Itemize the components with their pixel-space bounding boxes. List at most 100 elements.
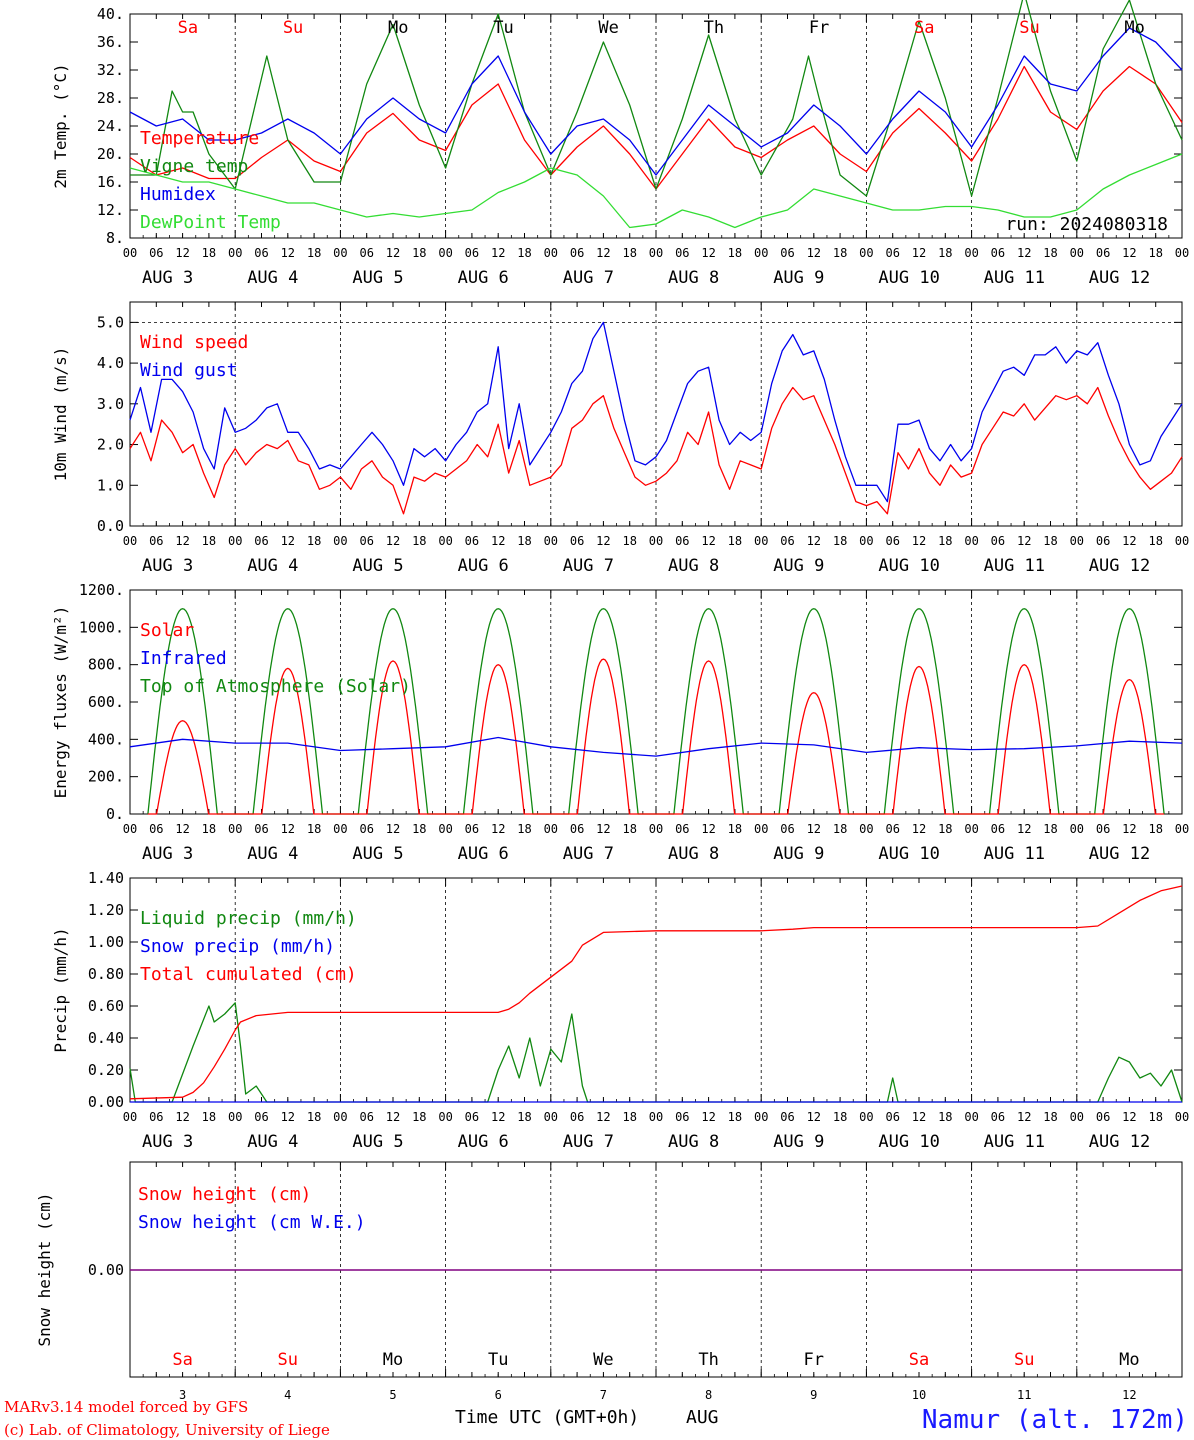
weekday-label: We	[598, 18, 618, 38]
y-tick-label: 0.00	[88, 1261, 124, 1279]
weekday-label: Sa	[914, 18, 934, 38]
hour-tick-label: 00	[123, 822, 137, 836]
day-number-label: 7	[600, 1388, 607, 1402]
hour-tick-label: 06	[885, 822, 899, 836]
day-date-label: AUG 5	[352, 1132, 403, 1152]
hour-tick-label: 06	[1096, 822, 1110, 836]
hour-tick-label: 06	[1096, 534, 1110, 548]
hour-tick-label: 00	[123, 534, 137, 548]
weekday-label: Su	[283, 18, 303, 38]
location-label: Namur (alt. 172m)	[922, 1405, 1188, 1435]
hour-tick-label: 12	[807, 1110, 821, 1124]
day-date-label: AUG 10	[878, 556, 939, 576]
day-date-label: AUG 3	[142, 1132, 193, 1152]
y-tick-label: 0.80	[88, 965, 124, 983]
hour-tick-label: 18	[728, 822, 742, 836]
y-tick-label: 12.	[97, 201, 124, 219]
model-credit: MARv3.14 model forced by GFS	[4, 1398, 248, 1416]
day-date-label: AUG 6	[458, 556, 509, 576]
hour-tick-label: 12	[281, 246, 295, 260]
hour-tick-label: 06	[149, 246, 163, 260]
day-date-label: AUG 10	[878, 268, 939, 288]
hour-tick-label: 00	[123, 246, 137, 260]
day-number-label: 9	[810, 1388, 817, 1402]
day-number-label: 3	[179, 1388, 186, 1402]
hour-tick-label: 00	[544, 822, 558, 836]
hour-tick-label: 18	[728, 534, 742, 548]
hour-tick-label: 00	[859, 246, 873, 260]
day-date-label: AUG 4	[247, 556, 298, 576]
hour-tick-label: 06	[991, 534, 1005, 548]
hour-tick-label: 06	[675, 246, 689, 260]
day-date-label: AUG 10	[878, 844, 939, 864]
hour-tick-label: 18	[517, 822, 531, 836]
hour-tick-label: 12	[807, 534, 821, 548]
hour-tick-label: 06	[780, 822, 794, 836]
weekday-label: Sa	[178, 18, 198, 38]
series-wind-gust	[129, 321, 1183, 503]
hour-tick-label: 12	[1122, 1110, 1136, 1124]
y-tick-label: 8.	[106, 229, 124, 247]
hour-tick-label: 12	[281, 1110, 295, 1124]
hour-tick-label: 12	[1017, 246, 1031, 260]
day-number-label: 10	[912, 1388, 926, 1402]
day-date-label: AUG 11	[984, 268, 1045, 288]
hour-tick-label: 06	[885, 534, 899, 548]
day-date-label: AUG 8	[668, 268, 719, 288]
day-date-label: AUG 8	[668, 844, 719, 864]
hour-tick-label: 12	[175, 246, 189, 260]
hour-tick-label: 06	[780, 246, 794, 260]
day-date-label: AUG 5	[352, 268, 403, 288]
hour-tick-label: 00	[754, 534, 768, 548]
y-tick-label: 36.	[97, 33, 124, 51]
hour-tick-label: 00	[333, 822, 347, 836]
day-date-label: AUG 3	[142, 268, 193, 288]
series-total-cumulated-cm-	[129, 885, 1183, 1100]
hour-tick-label: 06	[149, 1110, 163, 1124]
hour-tick-label: 00	[228, 246, 242, 260]
hour-tick-label: 12	[701, 246, 715, 260]
hour-tick-label: 00	[859, 534, 873, 548]
hour-tick-label: 12	[807, 822, 821, 836]
day-date-label: AUG 6	[458, 268, 509, 288]
hour-tick-label: 00	[964, 534, 978, 548]
legend-temperature: Temperature	[140, 128, 259, 149]
legend-dewpoint-temp: DewPoint Temp	[140, 212, 281, 233]
hour-tick-label: 06	[149, 822, 163, 836]
hour-tick-label: 12	[175, 822, 189, 836]
hour-tick-label: 06	[991, 822, 1005, 836]
hour-tick-label: 18	[517, 1110, 531, 1124]
hour-tick-label: 18	[1148, 246, 1162, 260]
y-tick-label: 28.	[97, 89, 124, 107]
hour-tick-label: 12	[281, 822, 295, 836]
day-date-label: AUG 12	[1089, 1132, 1150, 1152]
hour-tick-label: 12	[596, 534, 610, 548]
hour-tick-label: 18	[938, 246, 952, 260]
day-number-label: 8	[705, 1388, 712, 1402]
hour-tick-label: 18	[1043, 246, 1057, 260]
hour-tick-label: 12	[912, 534, 926, 548]
y-tick-label: 32.	[97, 61, 124, 79]
hour-tick-label: 18	[307, 822, 321, 836]
day-date-label: AUG 11	[984, 556, 1045, 576]
hour-tick-label: 06	[1096, 1110, 1110, 1124]
weekday-label: Th	[704, 18, 724, 38]
y-tick-label: 3.0	[97, 395, 124, 413]
hour-tick-label: 12	[491, 822, 505, 836]
hour-tick-label: 18	[307, 1110, 321, 1124]
hour-tick-label: 00	[1070, 246, 1084, 260]
hour-tick-label: 18	[307, 246, 321, 260]
y-tick-label: 1.40	[88, 869, 124, 887]
hour-tick-label: 18	[938, 1110, 952, 1124]
series-solar	[147, 658, 1165, 815]
hour-tick-label: 12	[491, 246, 505, 260]
hour-tick-label: 12	[1017, 1110, 1031, 1124]
day-date-label: AUG 12	[1089, 556, 1150, 576]
hour-tick-label: 00	[228, 534, 242, 548]
hour-tick-label: 18	[622, 534, 636, 548]
hour-tick-label: 06	[991, 246, 1005, 260]
legend-humidex: Humidex	[140, 184, 216, 205]
series-infrared	[129, 736, 1183, 757]
y-tick-label: 1.0	[97, 476, 124, 494]
hour-tick-label: 12	[1122, 534, 1136, 548]
